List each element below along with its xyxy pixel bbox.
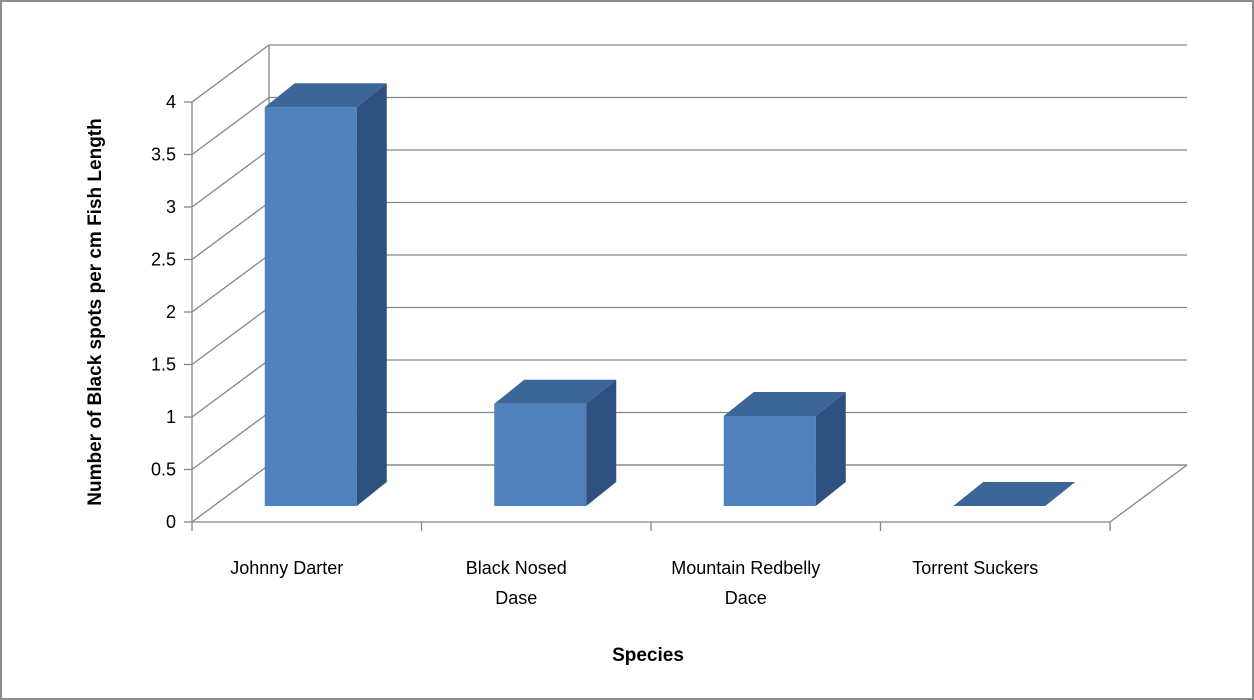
gridlines <box>191 44 1187 523</box>
gridline-side <box>191 306 270 366</box>
x-category-label: Black Nosed Dase <box>466 558 567 608</box>
gridline-side <box>191 149 270 208</box>
gridline-side <box>191 359 270 418</box>
bar-top-face <box>723 392 846 417</box>
y-tick-label: 0 <box>166 512 176 532</box>
bars <box>264 83 1076 506</box>
y-tick-label: 2 <box>166 302 176 322</box>
y-tick-label: 2.5 <box>151 250 176 270</box>
x-category-label: Mountain Redbelly Dace <box>671 558 820 608</box>
x-category-label-line: Dace <box>725 588 767 608</box>
bar-top-face <box>264 83 387 108</box>
gridline-side <box>191 464 270 523</box>
x-category-label-line: Johnny Darter <box>230 558 343 578</box>
x-category-labels: Johnny Darter Black Nosed Dase Mountain Red… <box>230 558 1038 608</box>
x-category-label: Johnny Darter <box>230 558 343 578</box>
bar-front-face <box>494 403 587 506</box>
x-category-label-line: Mountain Redbelly <box>671 558 820 578</box>
bar <box>953 482 1076 506</box>
x-category-label-line: Dase <box>495 588 537 608</box>
floor-right-edge <box>1109 464 1188 523</box>
gridline-side <box>191 96 270 156</box>
y-tick-label: 3.5 <box>151 145 176 165</box>
x-category-label-line: Torrent Suckers <box>912 558 1038 578</box>
bar-front-face <box>264 107 357 506</box>
gridline-side <box>191 44 270 103</box>
y-tick-label: 1.5 <box>151 355 176 375</box>
bar-side-face <box>815 392 846 506</box>
bar <box>723 392 846 506</box>
bar <box>264 83 387 506</box>
y-tick-label: 3 <box>166 197 176 217</box>
y-tick-label: 4 <box>166 92 176 112</box>
y-tick-label: 0.5 <box>151 460 176 480</box>
gridline-side <box>191 201 270 261</box>
bar-front-face <box>723 416 816 506</box>
bar-side-face <box>356 83 387 506</box>
gridline-side <box>191 411 270 471</box>
y-axis-title: Number of Black spots per cm Fish Length <box>85 118 106 505</box>
bar-side-face <box>586 379 617 506</box>
x-category-label-line: Black Nosed <box>466 558 567 578</box>
y-tick-labels: 0 0.5 1 1.5 2 2.5 3 3.5 4 <box>151 92 176 532</box>
bar <box>494 379 617 506</box>
x-axis-title: Species <box>612 645 684 666</box>
bar-top-face <box>953 482 1076 506</box>
gridline-side <box>191 254 270 313</box>
x-category-label: Torrent Suckers <box>912 558 1038 578</box>
y-tick-label: 1 <box>166 407 176 427</box>
axes <box>184 101 1111 531</box>
bar-top-face <box>494 379 617 404</box>
